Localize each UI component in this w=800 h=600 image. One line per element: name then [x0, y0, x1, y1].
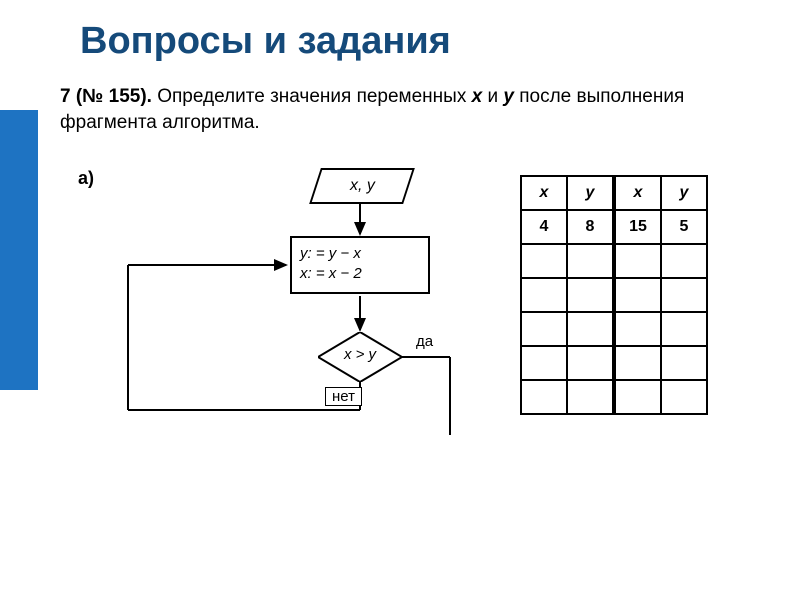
- table-cell: [521, 278, 567, 312]
- table-cell: [521, 312, 567, 346]
- table-cell: [521, 244, 567, 278]
- table-cell: 15: [614, 210, 661, 244]
- table-cell: [567, 346, 614, 380]
- question-number: 7 (№ 155).: [60, 86, 152, 107]
- table-header: x: [521, 176, 567, 210]
- table-cell: [661, 278, 707, 312]
- table-cell: [614, 346, 661, 380]
- flow-process-line2: x: = x − 2: [300, 264, 420, 284]
- trace-table: x y x y 4 8 15 5: [520, 175, 708, 415]
- accent-bar: [0, 110, 38, 390]
- table-cell: [661, 346, 707, 380]
- table-row: [521, 346, 707, 380]
- table-row: 4 8 15 5: [521, 210, 707, 244]
- page-title: Вопросы и задания: [80, 20, 451, 63]
- flow-yes-label: да: [416, 333, 433, 350]
- table-cell: [661, 380, 707, 414]
- question-var-y: y: [503, 86, 514, 107]
- table-cell: [614, 278, 661, 312]
- table-header-row: x y x y: [521, 176, 707, 210]
- table-cell: [567, 312, 614, 346]
- table-cell: [614, 380, 661, 414]
- flowchart-arrows: [100, 160, 470, 460]
- table-header: y: [567, 176, 614, 210]
- flow-process-line1: y: = y − x: [300, 244, 420, 264]
- table-cell: [661, 244, 707, 278]
- table-header: y: [661, 176, 707, 210]
- table-header: x: [614, 176, 661, 210]
- flow-process: y: = y − x x: = x − 2: [290, 236, 430, 294]
- table-cell: [567, 380, 614, 414]
- table-row: [521, 380, 707, 414]
- table-row: [521, 312, 707, 346]
- flowchart: x, y y: = y − x x: = x − 2 x > y да нет: [100, 160, 470, 460]
- table-row: [521, 244, 707, 278]
- table-cell: [661, 312, 707, 346]
- table-cell: [567, 278, 614, 312]
- table-row: [521, 278, 707, 312]
- table-cell: [521, 380, 567, 414]
- table-cell: [614, 312, 661, 346]
- question-var-x: x: [472, 86, 483, 107]
- table-cell: [567, 244, 614, 278]
- question-text: 7 (№ 155). Определите значения переменны…: [60, 84, 700, 135]
- question-prefix: Определите значения переменных: [152, 86, 472, 107]
- flow-no-label: нет: [325, 387, 362, 406]
- flow-decision: x > y: [318, 332, 402, 382]
- table-cell: [521, 346, 567, 380]
- table-cell: 5: [661, 210, 707, 244]
- question-mid: и: [482, 86, 503, 107]
- flow-decision-label: x > y: [318, 346, 402, 363]
- flow-input: x, y: [309, 168, 415, 204]
- table-cell: 4: [521, 210, 567, 244]
- flow-input-label: x, y: [350, 177, 375, 195]
- table-cell: [614, 244, 661, 278]
- table-cell: 8: [567, 210, 614, 244]
- part-label: a): [78, 168, 94, 189]
